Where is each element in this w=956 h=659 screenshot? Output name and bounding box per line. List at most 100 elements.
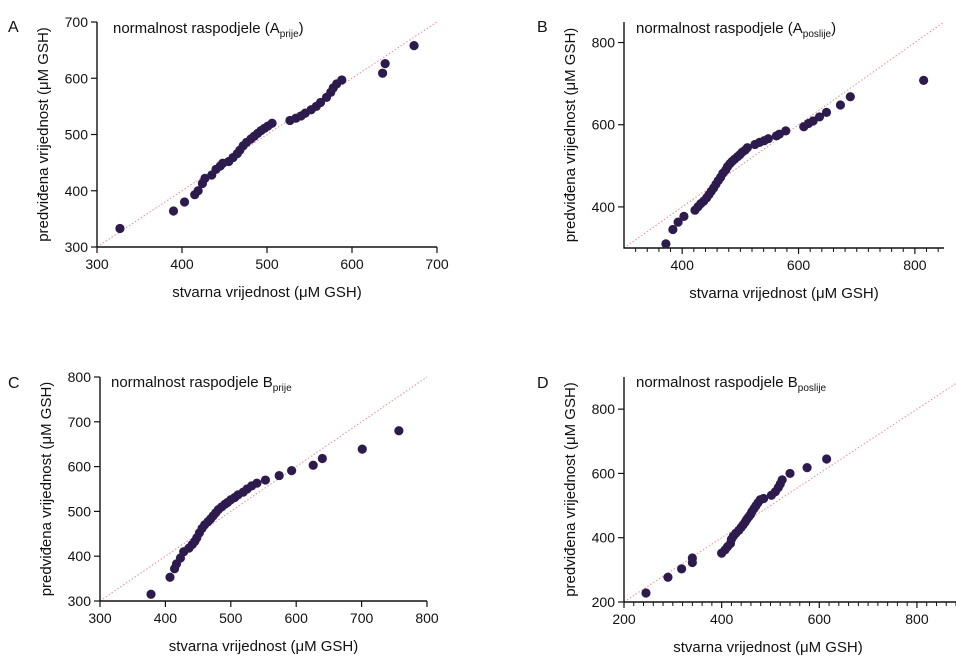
x-tick-label: 300 xyxy=(88,610,112,626)
y-tick-label: 200 xyxy=(592,594,616,610)
reference-line xyxy=(623,383,956,603)
panel-title-main: normalnost raspodjele B xyxy=(111,374,273,391)
x-axis-label: stvarna vrijednost (μM GSH) xyxy=(673,639,863,656)
x-tick-label: 700 xyxy=(425,256,449,272)
panel-title-end: ) xyxy=(299,20,304,37)
data-point xyxy=(115,223,125,234)
data-point xyxy=(267,118,277,128)
y-tick-label: 600 xyxy=(592,465,616,481)
y-tick-label: 400 xyxy=(65,183,89,199)
x-axis-label: stvarna vrijednost (μM GSH) xyxy=(689,285,879,302)
x-tick-label: 400 xyxy=(710,611,734,627)
reference-line xyxy=(623,21,945,249)
data-point xyxy=(200,173,210,183)
data-point xyxy=(308,460,318,470)
data-point xyxy=(252,478,262,488)
y-tick-label: 700 xyxy=(68,414,92,430)
y-tick-label: 700 xyxy=(65,14,89,30)
data-point xyxy=(781,126,791,136)
data-point xyxy=(785,468,795,479)
panel-b: 400 600 800 400 600 800 stvarna vrijednost (μM… xyxy=(537,19,945,302)
data-point xyxy=(845,92,855,102)
data-point xyxy=(146,589,156,599)
y-axis-label: predviđena vrijednost (μM GSH) xyxy=(562,28,579,243)
data-point xyxy=(193,186,203,196)
panel-title-subscript: poslije xyxy=(798,383,827,394)
x-tick-label: 600 xyxy=(808,611,832,627)
panel-letter: C xyxy=(8,375,20,392)
data-point xyxy=(821,107,832,117)
y-tick-label: 300 xyxy=(68,593,92,609)
x-tick-label: 200 xyxy=(612,611,636,627)
panel-title-subscript: poslije xyxy=(803,29,832,40)
x-tick-label: 400 xyxy=(170,256,194,272)
data-point xyxy=(168,206,179,216)
x-tick-label: 500 xyxy=(219,610,243,626)
data-point xyxy=(673,217,683,227)
x-tick-label: 500 xyxy=(255,256,279,272)
x-tick-label: 700 xyxy=(350,610,374,626)
panel-title: normalnost raspodjele (Aposlije) xyxy=(636,20,836,40)
data-point xyxy=(287,466,297,476)
data-point xyxy=(677,564,687,574)
data-point xyxy=(822,454,832,464)
y-tick-label: 800 xyxy=(68,369,92,385)
data-point xyxy=(687,553,697,563)
data-point xyxy=(165,572,175,582)
y-tick-label: 600 xyxy=(68,459,92,475)
data-point xyxy=(409,41,419,51)
data-point xyxy=(380,59,390,69)
x-tick-label: 600 xyxy=(285,610,309,626)
y-tick-label: 600 xyxy=(65,70,89,86)
data-point xyxy=(668,224,678,235)
y-axis-label: predviđena vrijednost (μM GSH) xyxy=(562,382,579,597)
x-tick-label: 400 xyxy=(154,610,178,626)
data-point xyxy=(641,588,651,598)
panel-d: 200 400 600 800 200 400 600 800 stvarna vrijedno… xyxy=(537,374,956,656)
y-tick-label: 400 xyxy=(592,199,616,215)
data-point xyxy=(378,68,388,78)
data-point xyxy=(661,239,671,249)
panel-title-subscript: prije xyxy=(280,29,299,40)
data-point xyxy=(814,112,825,122)
y-tick-label: 800 xyxy=(592,401,616,417)
y-axis-label: predviđena vrijednost (μM GSH) xyxy=(35,27,52,242)
panel-letter: D xyxy=(537,375,549,392)
data-point xyxy=(802,463,812,473)
data-point xyxy=(742,143,752,153)
panel-title: normalnost raspodjele Bprije xyxy=(111,374,292,394)
x-tick-label: 300 xyxy=(85,256,109,272)
data-point xyxy=(260,475,271,485)
y-axis-label: predviđena vrijednost (μM GSH) xyxy=(38,382,55,597)
reference-line xyxy=(99,376,428,602)
data-point xyxy=(763,134,773,144)
x-axis-label: stvarna vrijednost (μM GSH) xyxy=(172,284,362,301)
y-tick-label: 400 xyxy=(592,530,616,546)
y-tick-label: 600 xyxy=(592,117,616,133)
data-point xyxy=(274,470,284,481)
panel-a: 300 400 500 600 700 300 400 500 600 700 stvarna vr… xyxy=(8,14,449,301)
data-point xyxy=(179,197,190,207)
panel-title-main: normalnost raspodjele (A xyxy=(636,20,803,37)
data-point xyxy=(777,475,787,485)
data-point xyxy=(679,211,689,221)
data-point xyxy=(394,426,404,436)
data-point xyxy=(317,453,327,464)
y-tick-label: 500 xyxy=(65,127,89,143)
data-point xyxy=(357,444,367,454)
panel-title-main: normalnost raspodjele (A xyxy=(113,20,280,37)
data-point xyxy=(759,493,769,504)
x-tick-label: 600 xyxy=(787,257,811,273)
panel-title-end: ) xyxy=(831,20,836,37)
panel-title-main: normalnost raspodjele B xyxy=(636,374,798,391)
y-tick-label: 300 xyxy=(65,239,89,255)
data-point xyxy=(663,572,673,582)
x-tick-label: 800 xyxy=(905,611,929,627)
panel-letter: A xyxy=(8,19,19,36)
panel-title: normalnost raspodjele Bposlije xyxy=(636,374,827,394)
data-point xyxy=(337,75,347,85)
data-point xyxy=(835,100,846,110)
panel-title-subscript: prije xyxy=(273,383,292,394)
panel-title: normalnost raspodjele (Aprije) xyxy=(113,20,304,40)
